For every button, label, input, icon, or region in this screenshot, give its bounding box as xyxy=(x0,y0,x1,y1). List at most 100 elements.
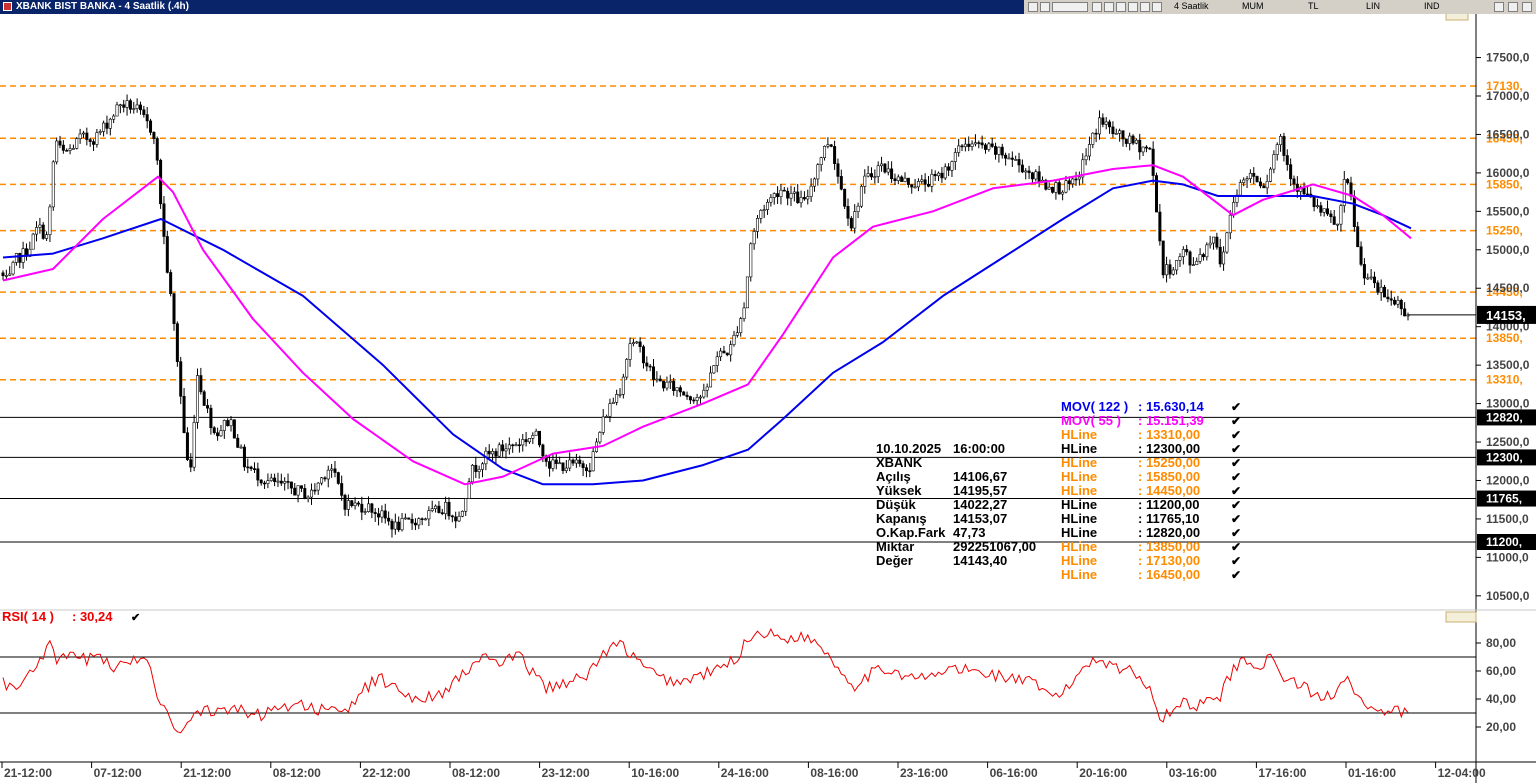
toolbar-button-4[interactable] xyxy=(1104,2,1114,12)
candle-body-171 xyxy=(574,459,578,464)
candle-body-252 xyxy=(846,206,850,219)
candle-body-344 xyxy=(1155,175,1159,213)
candle-body-260 xyxy=(873,176,877,178)
chart-toolbar: 4 Saatlik MUM TL LIN IND xyxy=(1024,0,1536,14)
candle-body-205 xyxy=(688,396,692,401)
candle-body-179 xyxy=(601,416,605,433)
price-tick-label-3: 16000,0 xyxy=(1486,166,1530,180)
info-label-2: Düşük xyxy=(876,497,917,512)
candle-body-105 xyxy=(353,502,357,507)
toolbar-scale[interactable]: LIN xyxy=(1366,1,1381,11)
candle-body-168 xyxy=(564,467,568,471)
candle-body-27 xyxy=(92,141,96,145)
candle-body-135 xyxy=(454,516,458,522)
hline-label-box-4 xyxy=(1477,284,1536,301)
candle-body-382 xyxy=(1282,136,1286,156)
legend-check-icon-5: ✔ xyxy=(1231,470,1241,484)
toolbar-field[interactable] xyxy=(1052,2,1088,12)
toolbar-period[interactable]: 4 Saatlik xyxy=(1174,1,1209,11)
candle-body-278 xyxy=(933,173,937,177)
toolbar-button-6[interactable] xyxy=(1128,2,1138,12)
panel-scroll-button[interactable] xyxy=(1445,14,1469,21)
candle-body-2 xyxy=(8,273,12,276)
minimize-icon[interactable] xyxy=(1508,2,1518,12)
candle-body-61 xyxy=(206,405,210,409)
candle-body-417 xyxy=(1399,300,1403,310)
legend-check-icon-9: ✔ xyxy=(1231,526,1241,540)
toolbar-button-7[interactable] xyxy=(1140,2,1150,12)
candle-body-267 xyxy=(896,176,900,181)
toolbar-button-5[interactable] xyxy=(1116,2,1126,12)
toolbar-button-3[interactable] xyxy=(1092,2,1102,12)
candle-body-82 xyxy=(276,480,280,483)
candle-body-253 xyxy=(849,217,853,229)
candle-body-250 xyxy=(839,176,843,190)
candle-body-45 xyxy=(152,132,156,139)
candle-body-51 xyxy=(172,293,176,324)
candle-body-137 xyxy=(460,510,464,517)
candle-body-412 xyxy=(1383,286,1387,298)
candle-body-66 xyxy=(222,420,226,431)
candle-body-326 xyxy=(1094,132,1098,135)
candle-body-163 xyxy=(548,461,552,469)
candle-body-341 xyxy=(1144,146,1148,149)
candle-body-160 xyxy=(538,430,542,446)
rsi-panel: RSI( 14 ): 30,24 ✔ 80,00 60,00 40,00 20,00 xyxy=(0,609,1516,734)
toolbar-chart-type[interactable]: MUM xyxy=(1242,1,1264,11)
candle-body-126 xyxy=(424,518,428,521)
candle-body-333 xyxy=(1118,130,1122,134)
candle-body-394 xyxy=(1322,208,1326,213)
candle-body-193 xyxy=(648,365,652,368)
candle-body-383 xyxy=(1285,155,1289,165)
candle-body-53 xyxy=(179,361,183,397)
window-titlebar: XBANK BIST BANKA - 4 Saatlik (.4h) 4 Saa… xyxy=(0,0,1536,14)
candle-body-392 xyxy=(1315,205,1319,208)
candle-body-339 xyxy=(1138,139,1142,153)
candle-body-332 xyxy=(1114,133,1118,135)
toolbar-button-1[interactable] xyxy=(1028,2,1038,12)
candle-body-263 xyxy=(883,163,887,173)
candle-body-351 xyxy=(1178,256,1182,261)
help-icon[interactable] xyxy=(1494,2,1504,12)
toolbar-button-2[interactable] xyxy=(1040,2,1050,12)
candle-body-210 xyxy=(705,386,709,391)
toolbar-indicators[interactable]: IND xyxy=(1424,1,1440,11)
candle-body-173 xyxy=(581,463,585,468)
toolbar-currency[interactable]: TL xyxy=(1308,1,1319,11)
candle-body-323 xyxy=(1084,155,1088,161)
candle-body-87 xyxy=(293,487,297,496)
candle-body-98 xyxy=(330,468,334,471)
candle-body-272 xyxy=(913,186,917,189)
time-tick-label-13: 03-16:00 xyxy=(1169,766,1217,780)
candle-body-183 xyxy=(615,394,619,403)
candle-body-43 xyxy=(145,114,149,122)
candle-body-212 xyxy=(712,365,716,374)
legend-name-2: HLine xyxy=(1061,427,1097,442)
price-tick-label-13: 11000,0 xyxy=(1486,550,1529,564)
rsi-panel-controls[interactable] xyxy=(1445,611,1477,623)
legend-value-2: : 13310,00 xyxy=(1138,427,1200,442)
price-tick-label-6: 14500,0 xyxy=(1486,281,1530,295)
candle-body-136 xyxy=(457,515,461,522)
legend-check-icon-10: ✔ xyxy=(1231,540,1241,554)
candle-body-33 xyxy=(112,115,116,120)
candle-body-62 xyxy=(209,407,213,429)
candle-body-83 xyxy=(279,480,283,484)
candle-body-222 xyxy=(745,276,749,309)
candle-body-319 xyxy=(1071,178,1075,185)
toolbar-button-8[interactable] xyxy=(1152,2,1162,12)
candle-body-150 xyxy=(504,448,508,452)
candle-body-255 xyxy=(856,205,860,212)
close-icon[interactable] xyxy=(1522,2,1532,12)
candle-body-246 xyxy=(826,144,830,147)
legend-name-11: HLine xyxy=(1061,553,1097,568)
info-symbol: XBANK xyxy=(876,455,923,470)
price-tick-label-0: 17500,0 xyxy=(1486,51,1530,65)
candle-body-181 xyxy=(608,403,612,417)
candle-body-80 xyxy=(269,477,273,481)
candle-body-225 xyxy=(755,218,759,232)
rsi-tick-label-2: 40,00 xyxy=(1486,692,1516,706)
legend-value-0: : 15.630,14 xyxy=(1138,399,1205,414)
candle-body-301 xyxy=(1010,157,1014,160)
